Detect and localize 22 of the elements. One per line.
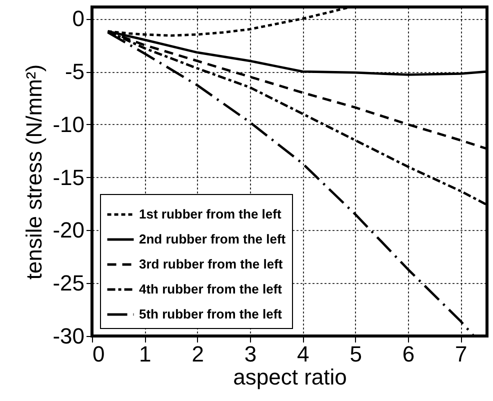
x-tick-label: 2 <box>192 342 204 366</box>
x-tick-label: 3 <box>244 342 257 366</box>
y-tick-label: -10 <box>52 112 84 137</box>
y-tick-label: -15 <box>52 164 84 190</box>
legend-label: 4th rubber from the left <box>139 282 283 296</box>
x-tick-label: 5 <box>350 342 362 366</box>
y-tick-label: -5 <box>64 59 84 84</box>
legend-label: 3rd rubber from the left <box>139 256 284 272</box>
y-tick-label: -25 <box>52 270 84 296</box>
x-tick-label: 4 <box>297 342 310 366</box>
legend-label: 5th rubber from the left <box>139 306 283 322</box>
y-tick-label: -30 <box>52 324 84 348</box>
y-tick-label: 0 <box>72 6 84 32</box>
y-tick-label: -20 <box>52 218 84 243</box>
x-tick-label: 0 <box>92 342 105 366</box>
x-axis-title: aspect ratio <box>233 364 347 390</box>
x-tick-label: 7 <box>455 342 468 366</box>
y-axis-title: tensile stress (N/mm²) <box>22 64 47 280</box>
x-tick-label: 6 <box>402 342 415 366</box>
legend-label: 2nd rubber from the left <box>139 232 286 246</box>
x-tick-label: 1 <box>139 342 152 366</box>
legend-label: 1st rubber from the left <box>139 206 282 222</box>
